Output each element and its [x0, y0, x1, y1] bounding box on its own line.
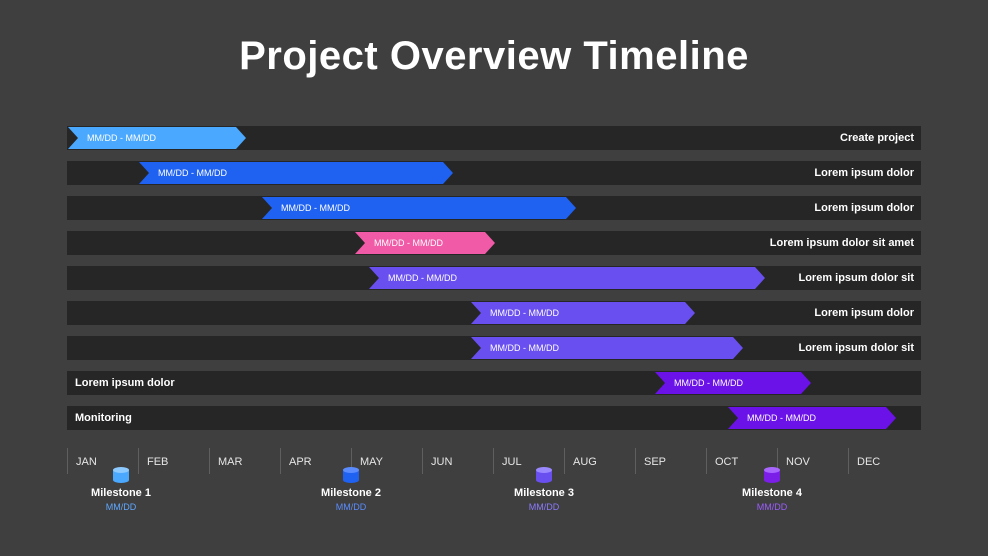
timeline-row: MM/DD - MM/DD Create project	[67, 126, 921, 150]
cylinder-icon	[536, 467, 552, 483]
timeline-row: MM/DD - MM/DD Lorem ipsum dolor sit	[67, 266, 921, 290]
milestone-date: MM/DD	[756, 502, 788, 512]
milestone[interactable]: Milestone 1 MM/DD	[61, 466, 181, 512]
bar-date-range: MM/DD - MM/DD	[674, 378, 743, 388]
month-label: JUN	[422, 448, 493, 474]
row-label: Lorem ipsum dolor	[814, 307, 914, 319]
timeline-row: Lorem ipsum dolor MM/DD - MM/DD	[67, 371, 921, 395]
milestone-name: Milestone 3	[514, 487, 574, 499]
milestone[interactable]: Milestone 4 MM/DD	[712, 466, 832, 512]
timeline-row: MM/DD - MM/DD Lorem ipsum dolor	[67, 196, 921, 220]
row-label: Lorem ipsum dolor sit	[798, 342, 914, 354]
month-label: NOV	[777, 448, 848, 474]
row-label: Create project	[840, 132, 914, 144]
milestone-date: MM/DD	[528, 502, 560, 512]
timeline-bar[interactable]: MM/DD - MM/DD	[139, 162, 453, 184]
milestone-name: Milestone 1	[91, 487, 151, 499]
bar-date-range: MM/DD - MM/DD	[87, 133, 156, 143]
bar-date-range: MM/DD - MM/DD	[281, 203, 350, 213]
row-label: Monitoring	[75, 412, 132, 424]
cylinder-icon	[343, 467, 359, 483]
bar-date-range: MM/DD - MM/DD	[747, 413, 816, 423]
timeline-row: MM/DD - MM/DD Lorem ipsum dolor sit amet	[67, 231, 921, 255]
timeline-bar[interactable]: MM/DD - MM/DD	[369, 267, 765, 289]
month-label: JUL	[493, 448, 564, 474]
bar-date-range: MM/DD - MM/DD	[374, 238, 443, 248]
cylinder-icon	[113, 467, 129, 483]
timeline-row: MM/DD - MM/DD Lorem ipsum dolor sit	[67, 336, 921, 360]
milestone-date: MM/DD	[105, 502, 137, 512]
row-label: Lorem ipsum dolor sit	[798, 272, 914, 284]
milestone-name: Milestone 4	[742, 487, 802, 499]
row-label: Lorem ipsum dolor	[814, 202, 914, 214]
bar-date-range: MM/DD - MM/DD	[158, 168, 227, 178]
month-label: DEC	[848, 448, 921, 474]
month-label: SEP	[635, 448, 706, 474]
milestone-date: MM/DD	[335, 502, 367, 512]
month-label: JAN	[67, 448, 138, 474]
month-label: OCT	[706, 448, 777, 474]
month-label: MAR	[209, 448, 280, 474]
timeline-bar[interactable]: MM/DD - MM/DD	[655, 372, 811, 394]
milestone[interactable]: Milestone 3 MM/DD	[484, 466, 604, 512]
timeline-bar[interactable]: MM/DD - MM/DD	[68, 127, 246, 149]
cylinder-icon	[764, 467, 780, 483]
month-label: MAY	[351, 448, 422, 474]
bar-date-range: MM/DD - MM/DD	[490, 343, 559, 353]
row-label: Lorem ipsum dolor	[75, 377, 175, 389]
timeline-row: MM/DD - MM/DD Lorem ipsum dolor	[67, 161, 921, 185]
bar-date-range: MM/DD - MM/DD	[388, 273, 457, 283]
month-label: FEB	[138, 448, 209, 474]
row-label: Lorem ipsum dolor	[814, 167, 914, 179]
month-axis: JAN FEB MAR APR MAY JUN JUL AUG SEP OCT …	[67, 448, 921, 474]
row-label: Lorem ipsum dolor sit amet	[769, 237, 914, 249]
page-title: Project Overview Timeline	[239, 34, 749, 78]
milestone-name: Milestone 2	[321, 487, 381, 499]
timeline-bar[interactable]: MM/DD - MM/DD	[471, 337, 743, 359]
timeline-bar[interactable]: MM/DD - MM/DD	[471, 302, 695, 324]
bar-date-range: MM/DD - MM/DD	[490, 308, 559, 318]
timeline-bar[interactable]: MM/DD - MM/DD	[355, 232, 495, 254]
timeline-bar[interactable]: MM/DD - MM/DD	[262, 197, 576, 219]
month-label: AUG	[564, 448, 635, 474]
timeline-row: Monitoring MM/DD - MM/DD	[67, 406, 921, 430]
milestone[interactable]: Milestone 2 MM/DD	[291, 466, 411, 512]
month-label: APR	[280, 448, 351, 474]
timeline-row: MM/DD - MM/DD Lorem ipsum dolor	[67, 301, 921, 325]
timeline-bar[interactable]: MM/DD - MM/DD	[728, 407, 896, 429]
